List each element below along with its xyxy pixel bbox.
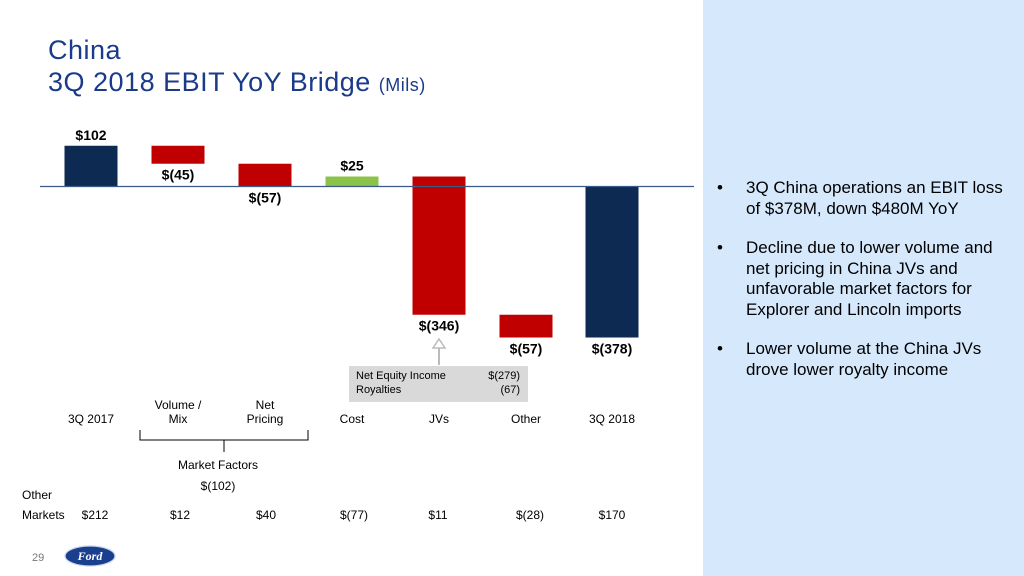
bar-cost	[325, 176, 379, 187]
bar-value-label: $102	[75, 127, 106, 143]
page-number: 29	[32, 552, 45, 564]
bar-value-label: $(45)	[162, 167, 195, 183]
callout-value: $(279)	[488, 370, 520, 382]
bar-3q-2018	[585, 186, 639, 338]
market-factors-value: $(102)	[200, 479, 236, 493]
category-label-top: Volume /	[154, 398, 202, 412]
bar-value-label: $25	[340, 158, 364, 174]
jv-callout: Net Equity Income $(279) Royalties (67)	[349, 366, 528, 402]
bar-jvs	[412, 176, 466, 315]
category-label: Mix	[168, 412, 188, 426]
bar-value-label: $(378)	[592, 341, 632, 357]
title-line-1: China	[48, 35, 122, 65]
bullet-item: • 3Q China operations an EBIT loss of $37…	[717, 178, 1007, 219]
bar-3q-2017	[64, 145, 118, 187]
bar-other	[499, 314, 553, 338]
callout-row: Net Equity Income $(279)	[356, 370, 520, 382]
other-markets-value: $11	[428, 508, 448, 522]
other-markets-label-2: Markets	[22, 508, 65, 522]
bullet-dot: •	[717, 339, 723, 358]
waterfall-chart: $102 $(45) $(57) $25 $(346) $(57) $(378)	[40, 127, 694, 365]
callout-row: Royalties (67)	[356, 384, 520, 396]
other-markets-value: $12	[169, 508, 191, 522]
right-panel	[703, 0, 1024, 576]
callout-arrowhead	[431, 337, 447, 349]
other-markets-value: $170	[598, 508, 626, 522]
bar-value-label: $(57)	[249, 190, 282, 206]
bullet-text: Lower volume at the China JVs drove lowe…	[746, 339, 982, 379]
bullet-dot: •	[717, 178, 723, 197]
category-label: JVs	[428, 412, 449, 426]
title-line-2: 3Q 2018 EBIT YoY Bridge (Mils)	[48, 66, 426, 101]
bar-value-label: $(346)	[419, 318, 459, 334]
market-factors-label: Market Factors	[177, 458, 258, 472]
bar-labels-layer: $102 $(45) $(57) $25 $(346) $(57) $(378)	[75, 127, 632, 357]
bullet-item: • Decline due to lower volume and net pri…	[717, 238, 1007, 320]
other-markets-value: $(28)	[515, 508, 544, 522]
callout-value: (67)	[500, 384, 520, 396]
category-label-top: Net	[255, 398, 275, 412]
bullet-text: 3Q China operations an EBIT loss of $378…	[746, 178, 1003, 218]
bars-layer	[64, 145, 639, 338]
other-markets-value: $40	[255, 508, 277, 522]
title-main: 3Q 2018 EBIT YoY Bridge	[48, 67, 371, 97]
bar-net-pricing	[238, 163, 292, 187]
title-unit: (Mils)	[378, 75, 426, 95]
bullet-dot: •	[717, 238, 723, 257]
other-markets-value: $(77)	[339, 508, 368, 522]
bullet-list: • 3Q China operations an EBIT loss of $37…	[717, 178, 1007, 399]
callout-label: Net Equity Income	[356, 370, 446, 382]
category-label: Cost	[339, 412, 365, 426]
callout-label: Royalties	[356, 384, 402, 396]
other-markets-value: $212	[81, 508, 109, 522]
ford-logo: Ford	[64, 545, 116, 567]
bullet-item: • Lower volume at the China JVs drove low…	[717, 339, 1007, 380]
market-factors-bracket	[139, 430, 309, 452]
category-label: 3Q 2018	[588, 412, 636, 426]
other-markets-label-1: Other	[22, 488, 53, 502]
bullet-text: Decline due to lower volume and net pric…	[746, 238, 993, 319]
category-label: Pricing	[246, 412, 284, 426]
category-label: 3Q 2017	[67, 412, 115, 426]
bar-value-label: $(57)	[510, 341, 543, 357]
page-title: China 3Q 2018 EBIT YoY Bridge (Mils)	[48, 34, 426, 101]
bar-volume-mix	[151, 145, 205, 164]
logo-text: Ford	[77, 549, 104, 563]
category-label: Other	[510, 412, 541, 426]
